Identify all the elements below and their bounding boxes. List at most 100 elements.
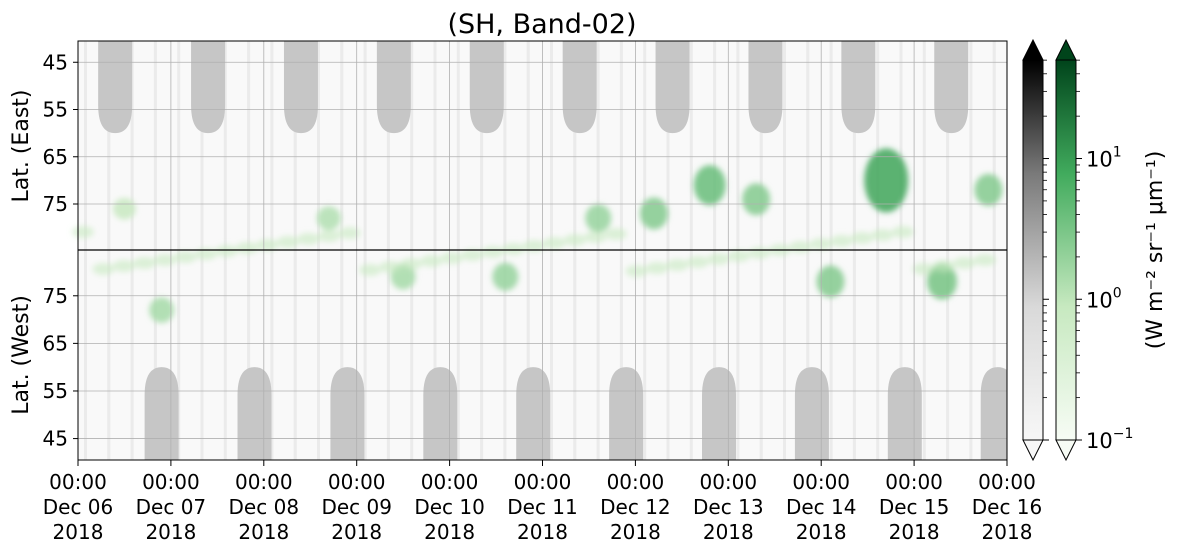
colorbar-gray: [1022, 38, 1044, 462]
xtick-label: 00:00 Dec 09 2018: [321, 470, 392, 544]
daylight-mask-east: [469, 41, 504, 134]
colorbar-tick-label: 101: [1086, 145, 1122, 172]
ytick-label-east: 45: [43, 50, 68, 74]
aurora-band-segment: [133, 257, 156, 269]
aurora-blob: [639, 197, 668, 230]
aurora-blob: [316, 206, 341, 231]
daylight-mask-west: [609, 367, 644, 460]
ytick-label-east: 55: [43, 98, 68, 122]
aurora-band-segment: [338, 227, 361, 239]
xtick-label: 00:00 Dec 06 2018: [43, 470, 114, 544]
ytick-label-west: 45: [43, 427, 68, 451]
aurora-band-segment: [379, 261, 402, 273]
daylight-mask-west: [423, 367, 458, 460]
plot-area: [72, 40, 1008, 461]
aurora-band-segment: [174, 251, 197, 263]
aurora-band-segment: [871, 229, 894, 241]
aurora-band-segment: [502, 243, 525, 255]
daylight-mask-east: [376, 41, 411, 134]
aurora-blob: [974, 173, 1003, 206]
xtick-label: 00:00 Dec 12 2018: [600, 470, 671, 544]
ytick-label-east: 75: [43, 192, 68, 216]
aurora-band-segment: [236, 242, 258, 254]
colorbar-green: [1055, 38, 1077, 462]
aurora-band-segment: [851, 232, 873, 244]
aurora-band-segment: [215, 245, 238, 257]
xtick-label: 00:00 Dec 16 2018: [972, 470, 1043, 544]
aurora-band-segment: [892, 226, 914, 238]
xtick-label: 00:00 Dec 11 2018: [507, 470, 578, 544]
colorbar-green-bottom-extension: [1055, 439, 1077, 462]
aurora-band-segment: [359, 264, 381, 276]
aurora-blob: [113, 197, 136, 220]
aurora-band-segment: [461, 249, 484, 261]
daylight-mask-west: [144, 367, 179, 460]
ylabel-west: Lat. (West): [9, 295, 34, 415]
daylight-mask-east: [934, 41, 969, 134]
aurora-blob: [816, 265, 845, 298]
aurora-band-segment: [564, 234, 586, 246]
aurora-blob: [492, 262, 519, 291]
aurora-band-segment: [277, 236, 299, 248]
aurora-blob: [585, 204, 612, 233]
daylight-mask-west: [794, 367, 829, 460]
xtick-label: 00:00 Dec 14 2018: [786, 470, 857, 544]
aurora-layer: [72, 148, 1003, 323]
xtick-label: 00:00 Dec 13 2018: [693, 470, 764, 544]
daylight-mask-west: [702, 367, 737, 460]
daylight-mask-west: [330, 367, 365, 460]
aurora-band-segment: [256, 239, 279, 251]
aurora-blob: [693, 165, 726, 206]
xtick-label: 00:00 Dec 10 2018: [414, 470, 485, 544]
aurora-band-segment: [748, 247, 771, 259]
daylight-mask-west: [887, 367, 922, 460]
gray-columns: [98, 41, 1007, 460]
aurora-band-segment: [420, 255, 443, 267]
aurora-band-segment: [482, 246, 504, 258]
ytick-label-east: 65: [43, 145, 68, 169]
aurora-band-segment: [789, 241, 812, 253]
ytick-layer: 45 55 65 75 75 65 55 45: [43, 50, 78, 451]
ytick-label-west: 75: [43, 284, 68, 308]
xtick-label: 00:00 Dec 15 2018: [879, 470, 950, 544]
aurora-band-segment: [441, 252, 463, 264]
aurora-blob: [742, 183, 771, 216]
aurora-band-segment: [707, 253, 730, 265]
colorbar-gray-body: [1022, 59, 1044, 441]
aurora-blob: [149, 297, 175, 323]
aurora-band-segment: [113, 260, 135, 272]
colorbar-tick-label: 10−1: [1086, 426, 1133, 453]
xtick-label: 00:00 Dec 08 2018: [229, 470, 300, 544]
daylight-mask-east: [191, 41, 226, 134]
aurora-band-segment: [687, 256, 709, 268]
aurora-band-segment: [974, 254, 996, 266]
aurora-band-segment: [646, 262, 668, 274]
colorbar-green-body: [1055, 59, 1077, 441]
ytick-label-west: 55: [43, 379, 68, 403]
aurora-band-segment: [912, 263, 935, 275]
xtick-label: 00:00 Dec 07 2018: [136, 470, 207, 544]
aurora-band-segment: [297, 233, 320, 245]
aurora-band-segment: [154, 254, 176, 266]
colorbar-tick-layer: 101 100 10−1: [1043, 59, 1133, 453]
daylight-mask-east: [283, 41, 318, 134]
ytick-label-west: 65: [43, 331, 68, 355]
aurora-blob: [926, 263, 957, 300]
daylight-mask-west: [980, 367, 1007, 460]
colorbar-tick-label: 100: [1086, 285, 1122, 312]
aurora-band-segment: [625, 265, 648, 277]
colorbar-label: (W m⁻² sr⁻¹ μm⁻¹): [1143, 151, 1168, 350]
aurora-band-segment: [523, 240, 545, 252]
aurora-band-segment: [72, 226, 94, 238]
aurora-band-segment: [830, 235, 853, 247]
daylight-mask-east: [841, 41, 876, 134]
aurora-band-segment: [728, 250, 750, 262]
aurora-band-segment: [195, 248, 217, 260]
daylight-mask-east: [748, 41, 783, 134]
colorbar-gray-bottom-extension: [1022, 439, 1044, 462]
colorbar-gray-top-extension: [1022, 38, 1044, 61]
daylight-mask-east: [655, 41, 690, 134]
daylight-mask-east: [562, 41, 597, 134]
